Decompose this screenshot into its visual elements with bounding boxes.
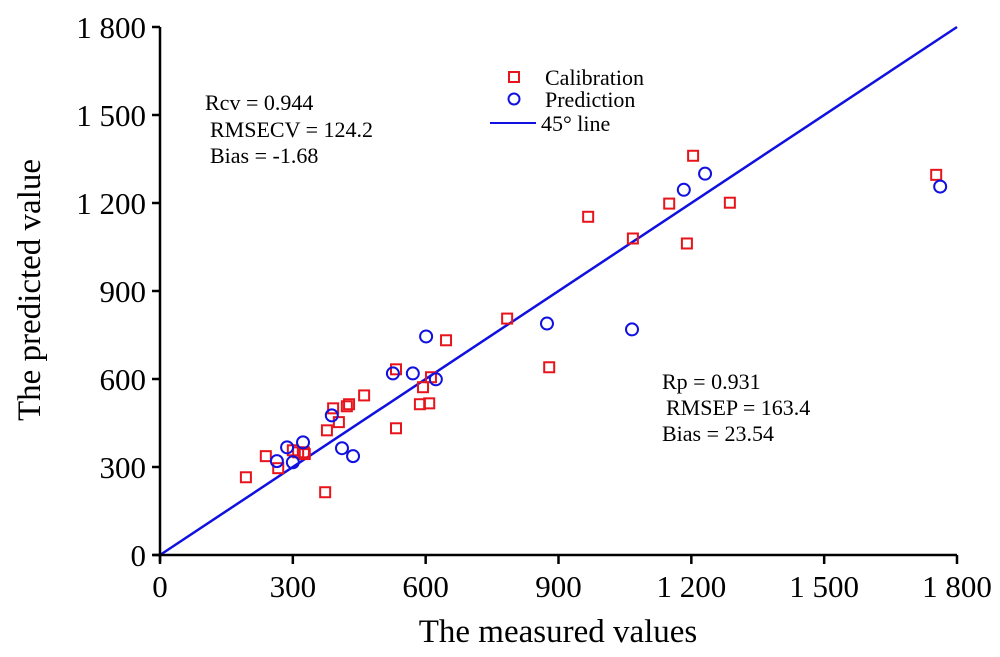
calibration-point bbox=[626, 232, 639, 245]
prediction-point bbox=[285, 455, 300, 470]
legend-calibration-marker bbox=[508, 71, 520, 83]
rmsecv-text: RMSECV = 124.2 bbox=[210, 117, 373, 142]
y-tick-label: 0 bbox=[131, 538, 147, 573]
prediction-point bbox=[428, 372, 443, 387]
rmsep-text: RMSEP = 163.4 bbox=[666, 395, 810, 420]
rp-text: Rp = 0.931 bbox=[662, 369, 761, 394]
prediction-point bbox=[625, 322, 640, 337]
legend-45-line-label: 45° line bbox=[541, 111, 610, 136]
calibration-point bbox=[723, 196, 736, 209]
calibration-point bbox=[319, 486, 332, 499]
calibration-point bbox=[340, 400, 353, 413]
x-tick-label: 300 bbox=[270, 569, 317, 604]
x-ticks: 0 300 600 900 1 200 1 500 1 800 bbox=[152, 555, 992, 604]
prediction-stats: Rp = 0.931 RMSEP = 163.4 Bias = 23.54 bbox=[662, 369, 810, 446]
prediction-point bbox=[296, 435, 311, 450]
rcv-text: Rcv = 0.944 bbox=[205, 90, 313, 115]
legend-prediction-label: Prediction bbox=[545, 87, 635, 112]
y-tick-label: 1 500 bbox=[76, 98, 146, 133]
x-axis-title: The measured values bbox=[419, 614, 698, 650]
legend-prediction-marker bbox=[507, 92, 521, 106]
y-tick-label: 600 bbox=[100, 362, 147, 397]
x-tick-label: 1 800 bbox=[922, 569, 992, 604]
calibration-point bbox=[501, 312, 514, 325]
calibration-point bbox=[930, 168, 943, 181]
calibration-point bbox=[582, 210, 595, 223]
calibration-point bbox=[543, 361, 556, 374]
x-tick-label: 1 200 bbox=[656, 569, 726, 604]
calibration-point bbox=[687, 149, 700, 162]
legend: Calibration Prediction 45° line bbox=[490, 65, 644, 136]
x-tick-label: 1 500 bbox=[789, 569, 859, 604]
y-axis-title: The predicted value bbox=[12, 159, 48, 421]
calibration-point bbox=[358, 389, 371, 402]
prediction-point bbox=[698, 166, 713, 181]
plot-marks bbox=[159, 25, 958, 557]
bias-cal-text: Bias = -1.68 bbox=[210, 143, 318, 168]
y-tick-label: 1 200 bbox=[76, 186, 146, 221]
calibration-point bbox=[327, 402, 340, 415]
prediction-point bbox=[280, 440, 295, 455]
calibration-point bbox=[239, 471, 252, 484]
calibration-point bbox=[343, 398, 356, 411]
calibration-point bbox=[390, 422, 403, 435]
calibration-point bbox=[320, 424, 333, 437]
prediction-point bbox=[676, 182, 691, 197]
calibration-point bbox=[680, 237, 693, 250]
calibration-point bbox=[390, 363, 403, 376]
calibration-point bbox=[272, 462, 285, 475]
calibration-point bbox=[423, 397, 436, 410]
prediction-point bbox=[933, 179, 948, 194]
line-45-degree bbox=[159, 25, 958, 557]
y-ticks: 0 300 600 900 1 200 1 500 1 800 bbox=[76, 10, 160, 573]
legend-calibration-label: Calibration bbox=[545, 65, 644, 90]
prediction-point bbox=[539, 316, 554, 331]
calibration-stats: Rcv = 0.944 RMSECV = 124.2 Bias = -1.68 bbox=[205, 90, 373, 168]
calibration-point bbox=[440, 334, 453, 347]
calibration-point bbox=[259, 450, 272, 463]
y-tick-label: 900 bbox=[100, 274, 147, 309]
prediction-point bbox=[334, 441, 349, 456]
bias-pred-text: Bias = 23.54 bbox=[662, 421, 774, 446]
x-tick-label: 600 bbox=[402, 569, 449, 604]
prediction-point bbox=[346, 449, 361, 464]
y-tick-label: 1 800 bbox=[76, 10, 146, 45]
calibration-point bbox=[417, 381, 430, 394]
prediction-point bbox=[419, 329, 434, 344]
calibration-point bbox=[332, 416, 345, 429]
x-tick-label: 0 bbox=[152, 569, 168, 604]
y-tick-label: 300 bbox=[100, 450, 147, 485]
x-tick-label: 900 bbox=[535, 569, 582, 604]
prediction-point bbox=[385, 366, 400, 381]
calibration-point bbox=[663, 197, 676, 210]
prediction-point bbox=[405, 366, 420, 381]
prediction-point bbox=[269, 454, 284, 469]
prediction-point bbox=[324, 408, 339, 423]
